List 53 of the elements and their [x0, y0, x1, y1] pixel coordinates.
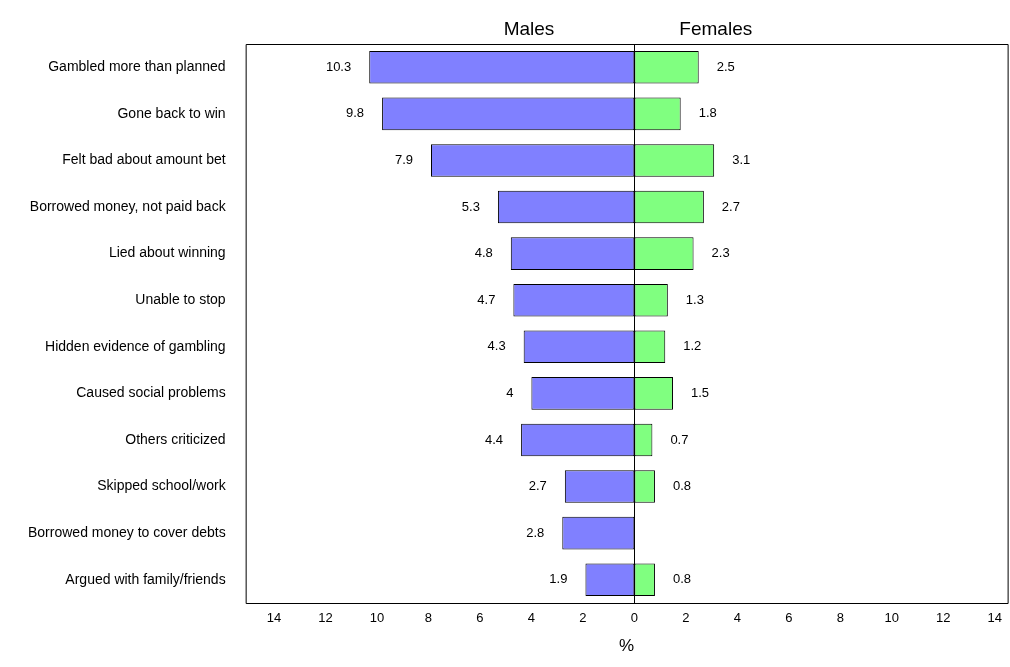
- data-label: 1.8: [698, 105, 717, 121]
- series-label: Females: [679, 17, 753, 39]
- data-label: 0.8: [672, 478, 692, 494]
- x-tick-label: 6: [785, 610, 793, 626]
- x-axis-title: %: [619, 636, 635, 656]
- x-tick-label: 2: [579, 610, 587, 626]
- data-label: 1.2: [683, 338, 702, 354]
- y-tick-label: Argued with family/friends: [65, 570, 226, 587]
- x-tick-label: 4: [733, 610, 741, 626]
- x-tick-label: 12: [318, 610, 333, 626]
- y-tick-label: Hidden evidence of gambling: [45, 337, 226, 354]
- data-label: 7.9: [394, 152, 413, 168]
- y-tick-label: Others criticized: [125, 430, 226, 447]
- x-tick-label: 8: [836, 610, 844, 626]
- x-tick-label: 8: [424, 610, 433, 626]
- x-tick-label: 6: [476, 610, 484, 626]
- data-label: 2.7: [721, 198, 740, 214]
- data-label: 4: [506, 384, 514, 400]
- x-tick-label: 14: [266, 610, 282, 626]
- data-label: 5.3: [461, 198, 480, 214]
- data-label: 4.3: [487, 338, 506, 354]
- data-label: 1.3: [685, 291, 704, 307]
- y-tick-label: Caused social problems: [76, 384, 226, 401]
- y-tick-label: Gambled more than planned: [48, 58, 226, 75]
- y-tick-label: Borrowed money, not paid back: [29, 197, 227, 214]
- data-label: 2.7: [528, 478, 547, 494]
- x-tick-label: 10: [884, 610, 900, 626]
- x-tick-label: 12: [936, 610, 951, 626]
- data-label: 9.8: [346, 105, 365, 121]
- data-label: 2.5: [716, 58, 735, 74]
- data-label: 10.3: [325, 58, 352, 74]
- data-label: 4.4: [485, 431, 504, 447]
- data-label: 3.1: [732, 152, 751, 168]
- x-tick-label: 2: [682, 610, 690, 626]
- y-tick-label: Felt bad about amount bet: [62, 151, 226, 168]
- y-tick-label: Skipped school/work: [97, 477, 227, 494]
- y-tick-label: Borrowed money to cover debts: [28, 523, 226, 540]
- data-label: 0.8: [672, 571, 692, 587]
- data-label: 2.3: [711, 245, 730, 261]
- y-tick-label: Gone back to win: [117, 104, 226, 121]
- data-label: 2.8: [526, 524, 545, 540]
- x-tick-label: 14: [987, 610, 1002, 626]
- data-label: 0.7: [670, 431, 689, 447]
- x-tick-label: 0: [630, 610, 638, 626]
- data-label: 4.7: [477, 291, 496, 307]
- x-tick-label: 10: [369, 610, 385, 626]
- series-label: Males: [503, 17, 555, 39]
- y-tick-label: Lied about winning: [108, 244, 226, 261]
- data-label: 1.9: [549, 571, 568, 587]
- x-tick-label: 4: [527, 610, 536, 626]
- data-label: 1.5: [690, 384, 710, 400]
- data-label: 4.8: [474, 245, 493, 261]
- y-tick-label: Unable to stop: [135, 291, 226, 308]
